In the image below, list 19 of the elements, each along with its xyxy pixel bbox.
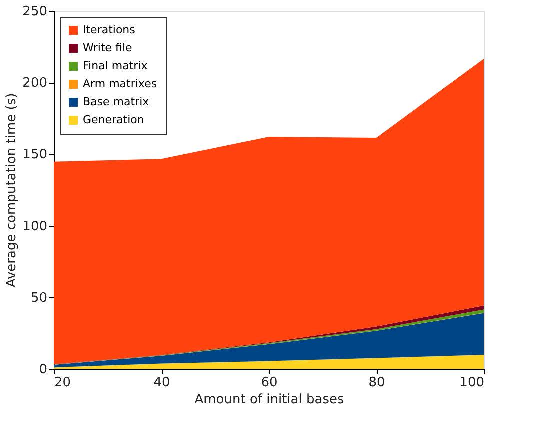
legend-label: Final matrix (83, 60, 148, 72)
legend-label: Iterations (83, 24, 136, 36)
y-tick-label: 50 (30, 290, 48, 306)
x-tick-label: 20 (54, 376, 72, 390)
y-axis-title: Average computation time (s) (4, 93, 20, 288)
y-tick-label: 200 (22, 76, 48, 92)
x-tick-label: 40 (154, 376, 170, 390)
x-tick-label: 60 (261, 376, 278, 390)
y-tick-label: 250 (22, 4, 48, 20)
x-tick-label: 80 (368, 376, 386, 390)
y-tick-label: 0 (39, 362, 48, 378)
y-tick-label: 100 (22, 219, 48, 234)
legend-label: Write file (83, 42, 133, 54)
legend-label: Generation (83, 114, 144, 126)
x-axis-title: Amount of initial bases (194, 392, 344, 408)
legend-label: Arm matrixes (83, 78, 158, 90)
y-tick-label: 150 (22, 148, 48, 163)
legend-label: Base matrix (83, 96, 150, 108)
x-tick-label: 100 (460, 376, 484, 390)
